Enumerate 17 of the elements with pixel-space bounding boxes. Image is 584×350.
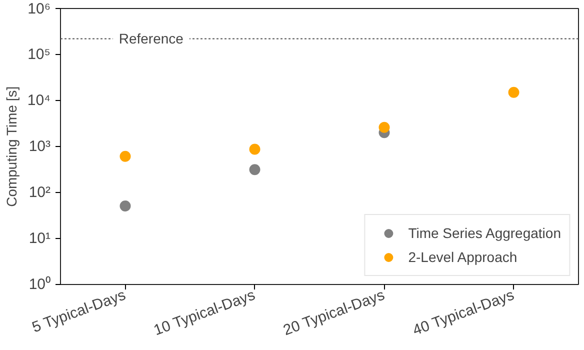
- point: [120, 200, 131, 212]
- point: [249, 164, 260, 176]
- y-tick-label: 10⁰: [28, 276, 51, 293]
- ref-line-label: Reference: [118, 30, 184, 47]
- y-tick-label: 10⁴: [27, 92, 51, 109]
- legend-label: Time Series Aggregation: [408, 225, 561, 241]
- legend-label: 2-Level Approach: [408, 249, 518, 265]
- point: [249, 144, 260, 155]
- y-tick-label: 10⁵: [28, 46, 51, 63]
- y-tick-label: 10¹: [28, 230, 51, 247]
- y-tick-label: 10²: [28, 184, 51, 201]
- y-axis-title: Computing Time [s]: [3, 86, 20, 207]
- y-tick-label: 10³: [28, 138, 51, 155]
- y-tick-label: 10⁶: [28, 0, 50, 18]
- point: [508, 86, 520, 98]
- point: [120, 150, 131, 162]
- point: [378, 122, 390, 133]
